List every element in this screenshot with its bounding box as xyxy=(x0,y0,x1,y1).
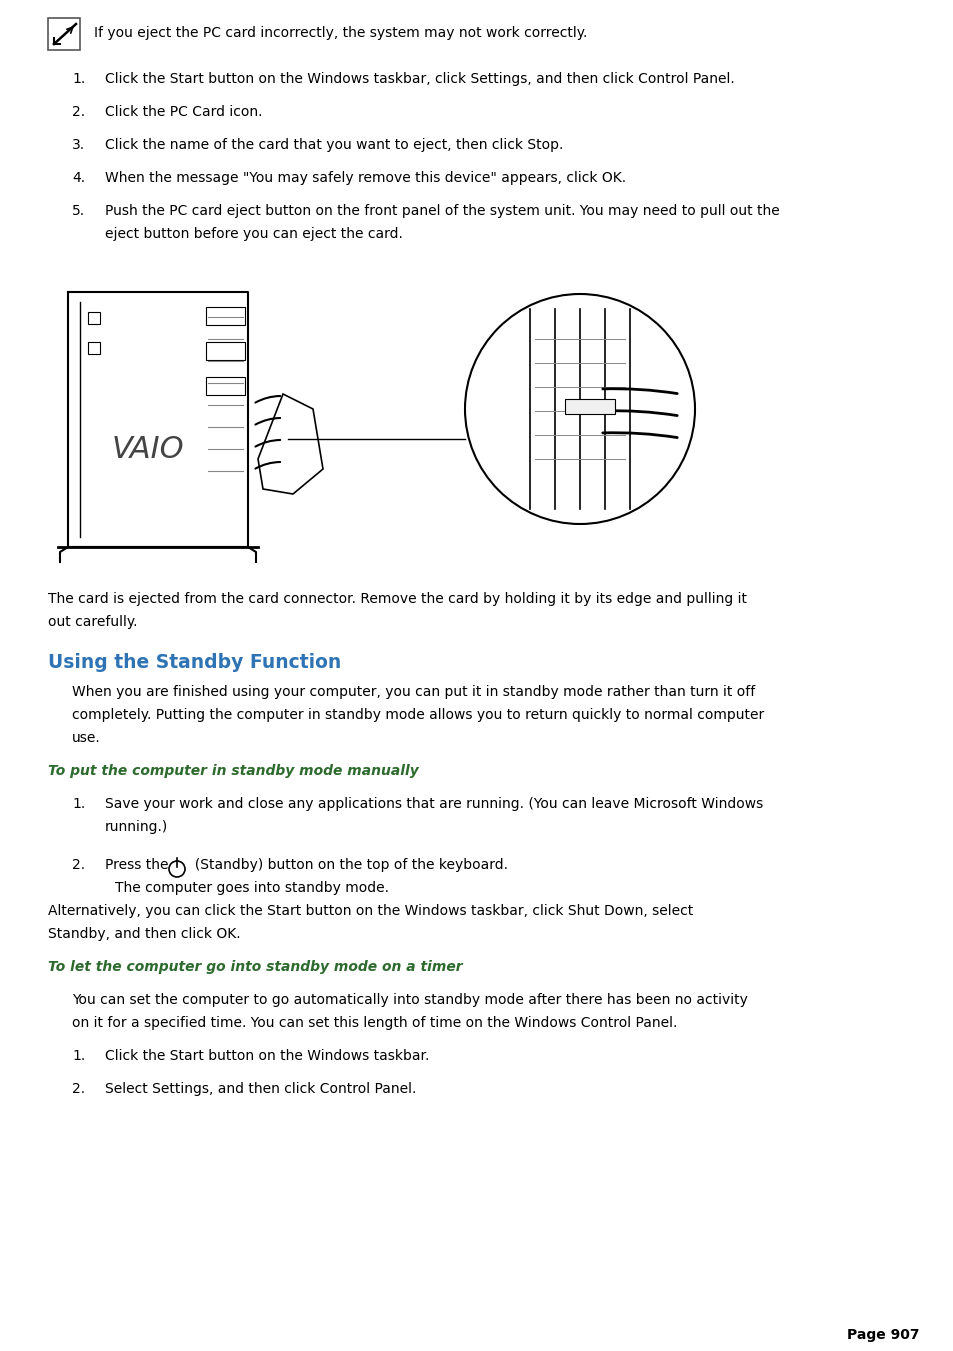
Text: To put the computer in standby mode manually: To put the computer in standby mode manu… xyxy=(48,765,418,778)
Text: VAIO: VAIO xyxy=(112,435,184,463)
Text: Alternatively, you can click the Start button on the Windows taskbar, click Shut: Alternatively, you can click the Start b… xyxy=(48,904,693,917)
Text: completely. Putting the computer in standby mode allows you to return quickly to: completely. Putting the computer in stan… xyxy=(71,708,763,721)
Text: eject button before you can eject the card.: eject button before you can eject the ca… xyxy=(105,227,402,240)
Text: 2.: 2. xyxy=(71,858,85,871)
Text: running.): running.) xyxy=(105,820,168,834)
Text: on it for a specified time. You can set this length of time on the Windows Contr: on it for a specified time. You can set … xyxy=(71,1016,677,1029)
Text: Using the Standby Function: Using the Standby Function xyxy=(48,653,341,671)
Text: Click the Start button on the Windows taskbar.: Click the Start button on the Windows ta… xyxy=(105,1048,429,1063)
Text: 5.: 5. xyxy=(71,204,85,218)
Circle shape xyxy=(464,295,695,524)
Text: Click the name of the card that you want to eject, then click Stop.: Click the name of the card that you want… xyxy=(105,138,563,153)
Text: out carefully.: out carefully. xyxy=(48,615,137,630)
Text: Press the      (Standby) button on the top of the keyboard.: Press the (Standby) button on the top of… xyxy=(105,858,507,871)
Text: When the message "You may safely remove this device" appears, click OK.: When the message "You may safely remove … xyxy=(105,172,625,185)
Text: When you are finished using your computer, you can put it in standby mode rather: When you are finished using your compute… xyxy=(71,685,755,698)
Text: Standby, and then click OK.: Standby, and then click OK. xyxy=(48,927,240,942)
Text: Select Settings, and then click Control Panel.: Select Settings, and then click Control … xyxy=(105,1082,416,1096)
Text: 1.: 1. xyxy=(71,72,85,86)
Text: Save your work and close any applications that are running. (You can leave Micro: Save your work and close any application… xyxy=(105,797,762,811)
Text: Push the PC card eject button on the front panel of the system unit. You may nee: Push the PC card eject button on the fro… xyxy=(105,204,779,218)
Text: 3.: 3. xyxy=(71,138,85,153)
Text: Click the Start button on the Windows taskbar, click Settings, and then click Co: Click the Start button on the Windows ta… xyxy=(105,72,734,86)
Text: 2.: 2. xyxy=(71,1082,85,1096)
Polygon shape xyxy=(564,399,615,413)
Text: The card is ejected from the card connector. Remove the card by holding it by it: The card is ejected from the card connec… xyxy=(48,592,746,607)
Text: If you eject the PC card incorrectly, the system may not work correctly.: If you eject the PC card incorrectly, th… xyxy=(94,26,587,41)
Text: 4.: 4. xyxy=(71,172,85,185)
Text: 1.: 1. xyxy=(71,797,85,811)
Text: The computer goes into standby mode.: The computer goes into standby mode. xyxy=(115,881,389,894)
Text: Click the PC Card icon.: Click the PC Card icon. xyxy=(105,105,262,119)
Text: 2.: 2. xyxy=(71,105,85,119)
Text: use.: use. xyxy=(71,731,101,744)
Text: Page 907: Page 907 xyxy=(846,1328,919,1342)
Text: 1.: 1. xyxy=(71,1048,85,1063)
Text: To let the computer go into standby mode on a timer: To let the computer go into standby mode… xyxy=(48,961,462,974)
Text: You can set the computer to go automatically into standby mode after there has b: You can set the computer to go automatic… xyxy=(71,993,747,1006)
